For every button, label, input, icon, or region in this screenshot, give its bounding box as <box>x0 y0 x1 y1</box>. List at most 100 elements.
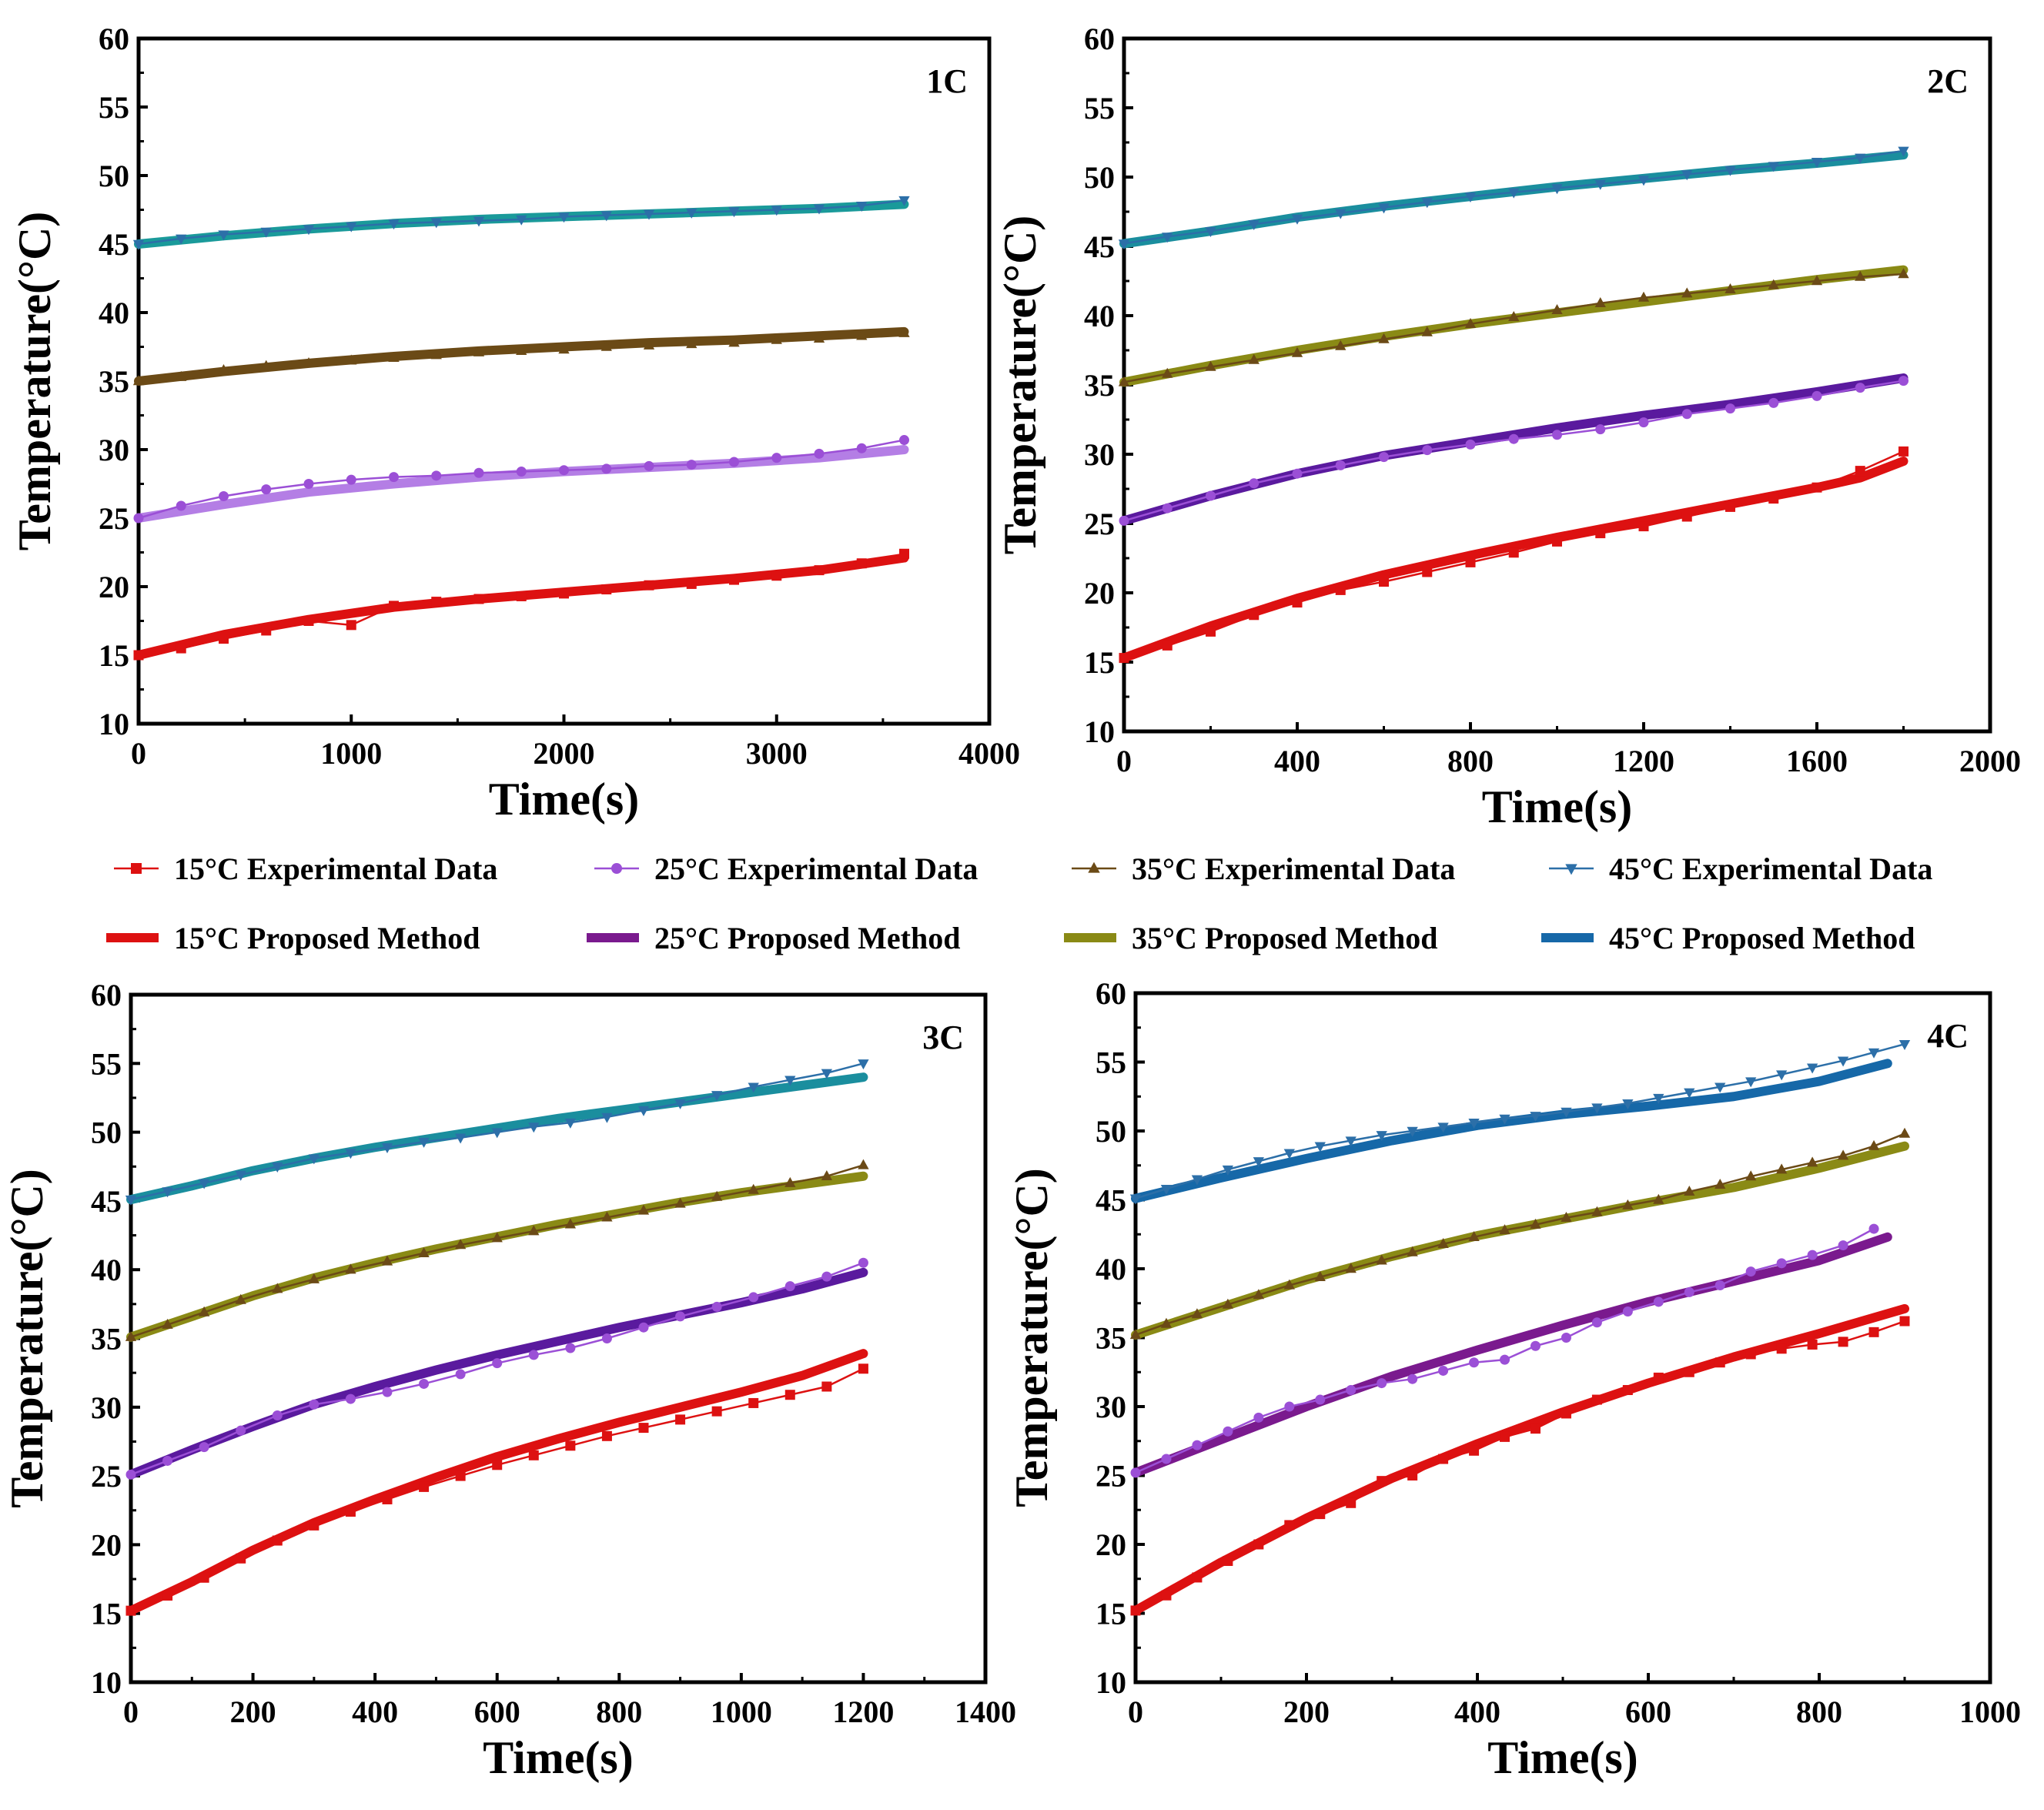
legend-label: 15°C Experimental Data <box>174 851 497 886</box>
data-point <box>1379 452 1389 463</box>
data-point <box>1768 279 1779 289</box>
data-point <box>858 1257 868 1268</box>
data-point <box>564 1118 577 1129</box>
data-point <box>430 349 442 360</box>
data-point <box>1465 557 1476 567</box>
y-tick-label: 30 <box>1096 1390 1126 1424</box>
data-point <box>491 1232 503 1243</box>
data-point <box>1222 1298 1234 1309</box>
data-point <box>272 1163 283 1173</box>
data-point <box>771 206 782 216</box>
x-axis-label: Time(s) <box>489 774 640 825</box>
y-tick-label: 30 <box>99 433 129 467</box>
data-point <box>1684 1367 1694 1377</box>
legend-item-model: 25°C Proposed Method <box>587 921 960 955</box>
data-point <box>1192 1440 1203 1450</box>
data-point <box>1292 468 1303 479</box>
y-tick-label: 40 <box>91 1253 122 1287</box>
data-point <box>345 1507 356 1517</box>
data-point <box>1249 610 1260 621</box>
data-point <box>1551 304 1563 314</box>
data-point <box>1508 547 1519 558</box>
data-point <box>813 333 825 343</box>
data-point <box>1776 1070 1788 1081</box>
data-point <box>272 1283 283 1293</box>
data-point <box>1284 1401 1295 1412</box>
legend-label: 45°C Experimental Data <box>1609 851 1932 886</box>
data-point <box>821 1069 833 1079</box>
x-tick-label: 1400 <box>955 1695 1016 1729</box>
data-point <box>565 1440 576 1451</box>
data-point <box>748 1183 759 1194</box>
x-tick-label: 2000 <box>534 736 595 771</box>
data-point <box>711 1091 723 1102</box>
data-point <box>600 340 612 351</box>
data-point <box>1314 1142 1326 1153</box>
legend-label: 35°C Experimental Data <box>1132 851 1455 886</box>
data-point <box>814 565 825 576</box>
legend-item-model: 35°C Proposed Method <box>1064 921 1437 955</box>
panel-tag: 4C <box>1927 1017 1969 1055</box>
data-point <box>601 1112 613 1123</box>
data-point <box>381 1143 393 1154</box>
y-axis-label: Temperature(°C) <box>995 216 1045 555</box>
data-point <box>1855 270 1866 281</box>
data-point <box>389 472 399 483</box>
data-point <box>381 1255 393 1266</box>
experimental-line-3 <box>138 332 905 383</box>
data-point <box>1653 1372 1664 1383</box>
experimental-points-4 <box>1118 146 1909 250</box>
y-tick-label: 10 <box>99 707 129 741</box>
data-point <box>1898 1127 1911 1138</box>
data-point <box>473 594 484 604</box>
data-point <box>473 467 484 478</box>
data-point <box>133 513 144 524</box>
data-point <box>492 1460 503 1470</box>
data-point <box>1291 214 1303 225</box>
data-point <box>345 1263 356 1274</box>
data-point <box>235 1293 246 1304</box>
data-point <box>1407 1373 1418 1384</box>
experimental-points-3 <box>1118 268 1909 386</box>
x-tick-label: 0 <box>1128 1695 1143 1729</box>
data-point <box>1283 1279 1295 1290</box>
data-point <box>1745 1077 1757 1088</box>
experimental-line-2 <box>1123 380 1904 522</box>
data-point <box>1898 1040 1911 1051</box>
data-point <box>219 491 229 502</box>
data-point <box>125 1469 136 1480</box>
data-point <box>1292 597 1303 608</box>
data-point <box>1681 511 1692 522</box>
data-point <box>1898 268 1909 279</box>
data-point <box>1806 1156 1818 1167</box>
data-point <box>345 1149 356 1159</box>
data-point <box>346 474 356 485</box>
data-point <box>1346 1385 1357 1396</box>
data-point <box>1508 188 1520 199</box>
y-tick-label: 20 <box>1096 1527 1126 1562</box>
data-point <box>1811 158 1823 168</box>
data-point <box>516 591 527 601</box>
data-point <box>559 465 569 476</box>
data-point <box>516 466 527 477</box>
data-point <box>1130 1467 1141 1478</box>
data-point <box>601 584 612 595</box>
data-point <box>1622 1099 1634 1109</box>
data-point <box>1899 1316 1910 1327</box>
data-point <box>388 219 400 230</box>
data-point <box>1868 1139 1880 1150</box>
experimental-points-2 <box>1119 376 1909 526</box>
data-point <box>643 339 655 350</box>
x-tick-label: 1600 <box>1786 744 1848 778</box>
data-point <box>303 225 315 236</box>
y-tick-label: 50 <box>99 159 129 193</box>
data-point <box>1552 430 1562 440</box>
x-tick-label: 800 <box>596 1695 642 1729</box>
data-point <box>492 1358 503 1369</box>
data-point <box>686 208 698 219</box>
data-point <box>1315 1509 1326 1520</box>
model-line-2 <box>1131 1232 1892 1477</box>
data-point <box>1160 1317 1173 1328</box>
x-tick-label: 200 <box>1283 1695 1330 1729</box>
data-point <box>1206 626 1216 637</box>
